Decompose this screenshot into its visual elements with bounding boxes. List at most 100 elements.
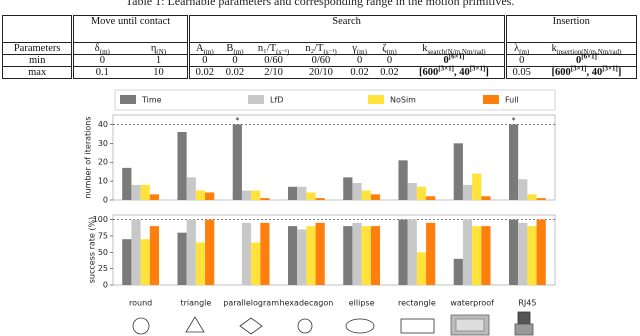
bar — [453, 143, 463, 200]
legend-label: Full — [505, 96, 519, 105]
table-cell: 0.02 — [188, 66, 221, 79]
annotation: * — [512, 116, 516, 125]
bar — [297, 229, 307, 285]
bar — [306, 226, 316, 285]
bar — [287, 186, 298, 200]
column-header: η(N) — [130, 42, 190, 56]
legend-box — [114, 89, 556, 111]
table-cell: 0 — [505, 54, 537, 67]
y-tick-label: 75 — [98, 231, 108, 240]
cell-subscript: search(N/m,Nm/rad) — [427, 48, 486, 57]
cell-subscript: (m) — [203, 48, 214, 57]
bar — [416, 252, 427, 285]
y-tick-label: 100 — [93, 215, 108, 224]
bar — [481, 226, 491, 285]
legend-swatch — [120, 95, 136, 104]
group-header: Insertion — [505, 15, 638, 43]
bar — [186, 219, 196, 285]
column-header: kinsertion(N/m,Nm/rad) — [536, 42, 637, 56]
table-cell: 0 — [72, 54, 131, 67]
plot-frame — [112, 214, 556, 286]
bar — [508, 124, 519, 200]
x-tick-label: triangle — [180, 299, 211, 308]
cell-subscript: (m) — [386, 48, 397, 57]
bar — [453, 258, 463, 285]
table-row: max 0.1 10 0.02 0.02 2/10 20/10 0.02 0.02 [600[3×… — [1, 64, 637, 79]
column-header: ζ(m) — [374, 42, 405, 57]
cell-text: n₁/T — [257, 43, 277, 54]
cell-subscript: (s⁻¹) — [323, 48, 337, 57]
bar — [361, 190, 371, 200]
bar — [462, 219, 473, 285]
table-cell: 0.05 — [505, 66, 537, 79]
legend-swatch — [248, 95, 264, 104]
icon-parallelogram — [239, 317, 263, 335]
table-row: min 0 1 0 0 0/60 0/60 0 0 0[6×1] 0 0[6×1] — [1, 52, 637, 67]
bar — [518, 179, 528, 200]
table-cell: 0 — [374, 54, 405, 67]
cell-subscript: (m) — [356, 48, 367, 57]
y-tick-label: 20 — [98, 158, 108, 167]
cell-superscript: [3×1] — [602, 64, 618, 73]
legend-label: NoSim — [390, 96, 416, 105]
table-header-row: Parameters δ(m) η(N) A(m) B(m) n₁/T(s⁻¹) n₂/T(… — [1, 42, 637, 57]
bar — [352, 183, 362, 200]
icon-hexadecagon — [297, 318, 313, 334]
cell-text: , 40 — [453, 67, 470, 78]
table-cell: 0 — [188, 54, 221, 67]
y-axis-label: number of iterations — [84, 117, 93, 199]
bar — [195, 242, 206, 285]
cell-text: [600 — [551, 67, 571, 78]
y-tick-label: 30 — [98, 139, 108, 148]
column-header: A(m) — [188, 42, 221, 57]
bar — [472, 226, 482, 285]
bar — [260, 222, 270, 285]
bar — [407, 219, 417, 285]
bar — [306, 192, 316, 200]
x-tick-label: ellipse — [349, 299, 375, 308]
icon-rj45 — [514, 311, 534, 336]
cell-text: 0 — [576, 55, 582, 66]
group-header: Move until contact — [72, 15, 190, 43]
table-cell: 0.02 — [220, 66, 250, 79]
table-cell: 0 — [220, 54, 250, 67]
table-cell: 2/10 — [249, 66, 298, 79]
bar — [241, 190, 252, 200]
table-group-row: Move until contact Search Insertion — [1, 15, 638, 43]
column-header: n₂/T(s⁻¹) — [297, 42, 345, 57]
table-cell: 0[6×1] — [404, 53, 507, 67]
bar — [122, 167, 132, 200]
x-tick-label: round — [129, 299, 152, 308]
bar — [426, 196, 436, 200]
bar — [186, 177, 196, 200]
cell-text: [600 — [419, 67, 439, 78]
column-header: δ(m) — [72, 42, 131, 56]
icon-triangle — [185, 316, 205, 333]
cell-superscript: [6×1] — [581, 52, 597, 61]
bar — [122, 239, 132, 285]
cell-text: γ — [352, 43, 357, 54]
icon-rectangle — [400, 318, 435, 334]
bar — [260, 198, 270, 200]
plot-frame — [112, 114, 556, 201]
bar — [140, 239, 150, 285]
cell-subscript: (m) — [233, 48, 244, 57]
x-tick-label: RJ45 — [518, 299, 536, 308]
table-cell: 20/10 — [297, 66, 345, 79]
table-cell: 0.02 — [374, 66, 405, 79]
bar — [518, 222, 528, 285]
column-header: ksearch(N/m,Nm/rad) — [404, 42, 507, 57]
table-cell: [600[3×1], 40[3×1]] — [536, 64, 637, 79]
bar — [177, 132, 187, 200]
y-tick-label: 25 — [98, 264, 108, 273]
y-tick-label: 0 — [103, 281, 108, 290]
cell-superscript: [3×1] — [570, 64, 587, 73]
bar — [352, 222, 362, 285]
bar — [131, 184, 141, 200]
bar — [462, 184, 473, 200]
table-cell: 0/60 — [249, 54, 298, 67]
parameter-table: Move until contact Search Insertion Paramet… — [1, 15, 638, 79]
bar — [241, 222, 252, 285]
